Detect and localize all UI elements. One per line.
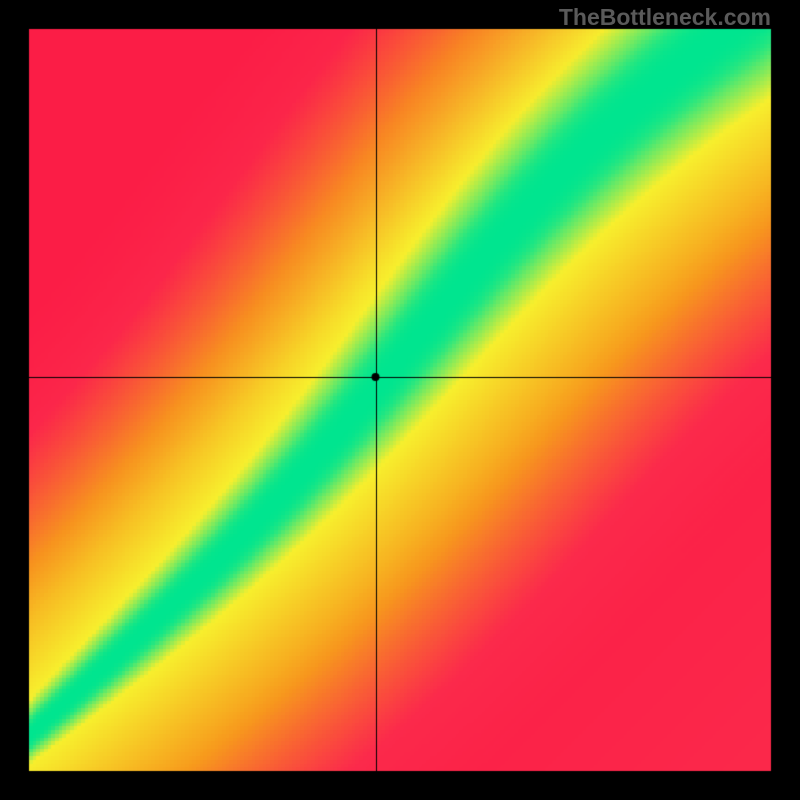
bottleneck-heatmap <box>0 0 800 800</box>
watermark-text: TheBottleneck.com <box>559 4 771 31</box>
